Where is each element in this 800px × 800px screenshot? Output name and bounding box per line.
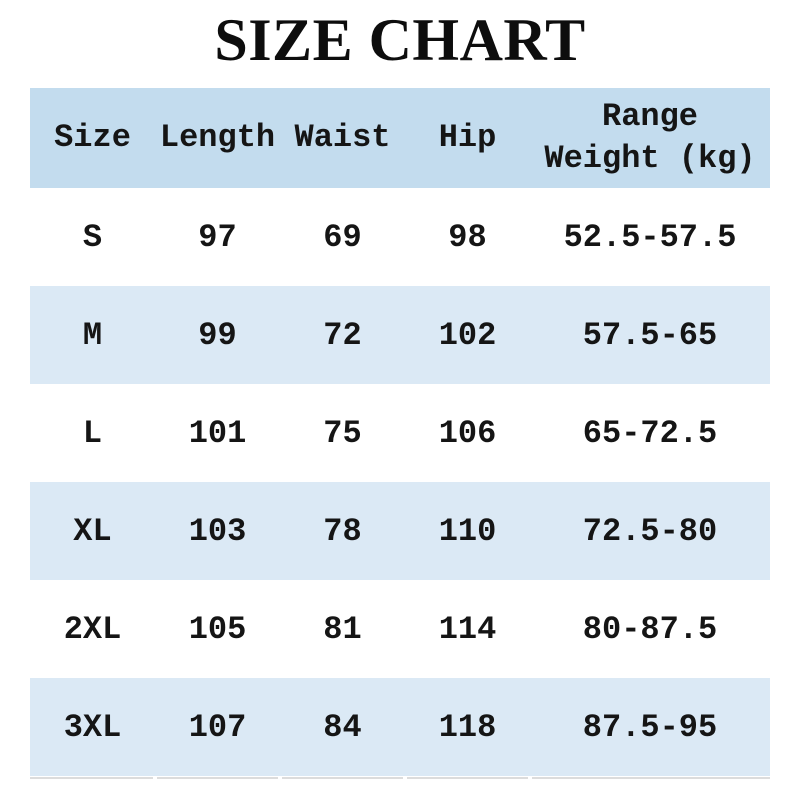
- page-title: SIZE CHART: [214, 7, 586, 73]
- cell-weight_range: 57.5-65: [582, 316, 718, 354]
- table-bottom-border-segment: [30, 777, 153, 779]
- col-header-length: Length: [159, 119, 276, 156]
- cell-hip: 118: [438, 708, 497, 746]
- table-row: S 97 69 98 52.5-57.5: [30, 188, 770, 286]
- col-header-weight-range-line1: Range: [601, 98, 698, 135]
- cell-waist: 69: [323, 218, 362, 256]
- table-bottom-border-segment: [532, 777, 770, 779]
- table-bottom-border-segment: [407, 777, 528, 779]
- col-header-size: Size: [54, 119, 131, 156]
- cell-weight_range: 80-87.5: [582, 610, 718, 648]
- cell-size: L: [82, 414, 103, 452]
- cell-waist: 75: [323, 414, 362, 452]
- cell-waist: 84: [323, 708, 362, 746]
- cell-hip: 106: [438, 414, 497, 452]
- cell-size: 2XL: [63, 610, 122, 648]
- table-row: XL 103 78 110 72.5-80: [30, 482, 770, 580]
- cell-size: M: [82, 316, 103, 354]
- table-body: S 97 69 98 52.5-57.5 M 99 72 102 57.5-65 L 101 75 106…: [30, 188, 770, 776]
- cell-length: 107: [188, 708, 247, 746]
- cell-weight_range: 87.5-95: [582, 708, 718, 746]
- header-row: Size Length Waist Hip Range Weight (kg): [30, 88, 770, 188]
- cell-length: 105: [188, 610, 247, 648]
- cell-size: XL: [73, 512, 112, 550]
- size-table: Size Length Waist Hip Range Weight (kg) …: [30, 88, 770, 776]
- cell-size: S: [82, 218, 103, 256]
- cell-waist: 78: [323, 512, 362, 550]
- cell-weight_range: 52.5-57.5: [563, 218, 737, 256]
- cell-length: 97: [198, 218, 237, 256]
- col-header-waist: Waist: [294, 119, 391, 156]
- table-row: 2XL 105 81 114 80-87.5: [30, 580, 770, 678]
- cell-length: 99: [198, 316, 237, 354]
- cell-hip: 114: [438, 610, 497, 648]
- table-row: 3XL 107 84 118 87.5-95: [30, 678, 770, 776]
- table-bottom-border: [30, 777, 770, 779]
- table-bottom-border-segment: [157, 777, 278, 779]
- cell-hip: 110: [438, 512, 497, 550]
- cell-length: 101: [188, 414, 247, 452]
- cell-length: 103: [188, 512, 247, 550]
- cell-size: 3XL: [63, 708, 122, 746]
- cell-waist: 81: [323, 610, 362, 648]
- cell-weight_range: 65-72.5: [582, 414, 718, 452]
- cell-waist: 72: [323, 316, 362, 354]
- cell-weight_range: 72.5-80: [582, 512, 718, 550]
- table-bottom-border-segment: [282, 777, 403, 779]
- cell-hip: 98: [448, 218, 487, 256]
- col-header-weight-range-line2: Weight (kg): [544, 140, 756, 177]
- table-row: M 99 72 102 57.5-65: [30, 286, 770, 384]
- cell-hip: 102: [438, 316, 497, 354]
- table-row: L 101 75 106 65-72.5: [30, 384, 770, 482]
- col-header-weight-range: Range Weight (kg): [530, 88, 770, 188]
- col-header-hip: Hip: [438, 119, 497, 156]
